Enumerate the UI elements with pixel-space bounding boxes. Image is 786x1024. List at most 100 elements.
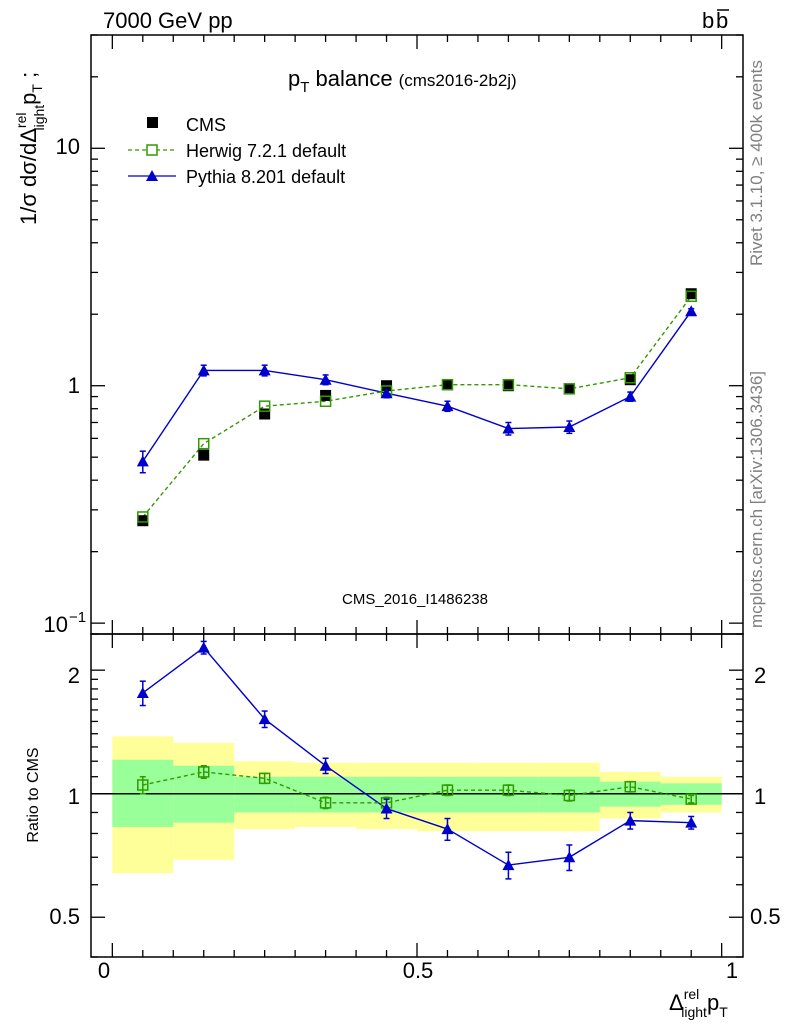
ratio-plot-content	[91, 640, 743, 880]
herwig-line	[142, 295, 692, 518]
ratio-pythia-point-9	[685, 816, 698, 828]
process-label-bbar: b	[716, 8, 728, 33]
ratio-herwig-point-6	[502, 784, 515, 796]
herwig-point-2	[258, 400, 271, 412]
pythia-point-6	[502, 422, 515, 434]
ratio-pythia-point-4	[380, 802, 393, 814]
herwig-point-8	[624, 372, 637, 384]
ratio-ytick-label-0.5-right: 0.5	[750, 904, 781, 929]
herwig-point-7	[563, 383, 576, 395]
ratio-herwig-point-1	[197, 766, 210, 778]
herwig-point-5	[441, 378, 454, 391]
legend-herwig-label: Herwig 7.2.1 default	[186, 141, 346, 161]
ratio-pythia-point-6	[502, 859, 515, 871]
xtick-label-0: 0	[98, 958, 110, 983]
pythia-point-7	[563, 421, 576, 433]
pythia-point-1	[197, 364, 210, 376]
herwig-point-0	[137, 511, 149, 523]
process-label-b: b	[702, 8, 714, 33]
pythia-point-5	[441, 400, 454, 412]
ratio-ytick-label-1-right: 1	[754, 784, 766, 809]
ratio-herwig-point-8	[624, 780, 637, 793]
cms-point-2	[259, 408, 271, 420]
pythia-line	[142, 310, 692, 462]
cms-point-7	[563, 383, 575, 395]
title-tag: (cms2016-2b2j)	[399, 71, 517, 90]
main-plot-content	[136, 288, 698, 527]
cms-point-1	[198, 449, 210, 461]
pythia-point-0	[136, 455, 149, 467]
ratio-ytick-label-0.5: 0.5	[49, 904, 80, 929]
herwig-point-9	[685, 290, 697, 303]
xtick-label-0.5: 0.5	[403, 958, 434, 983]
xlabel-delta: Δ	[669, 990, 684, 1015]
legend-herwig-marker	[146, 144, 158, 156]
ratio-ylabel: Ratio to CMS	[25, 747, 42, 842]
main-panel: pT balance (cms2016-2b2j) CMS_2016_I14862…	[13, 34, 744, 637]
ratio-herwig-point-7	[563, 789, 576, 802]
xtick-label-1: 1	[726, 958, 738, 983]
ratio-pythia-point-1	[197, 641, 210, 653]
exp-base: 10	[44, 612, 68, 637]
pythia-point-2	[258, 364, 271, 376]
ratio-pythia-point-5	[441, 823, 454, 835]
cms-point-8	[624, 374, 636, 386]
cms-point-9	[685, 288, 697, 300]
ratio-pythia-point-2	[258, 713, 271, 725]
legend: CMS Herwig 7.2.1 default Pythia 8.201 de…	[128, 115, 346, 187]
herwig-point-6	[502, 378, 515, 391]
ylabel-part-1: 1/σ dσ/dΔ	[16, 128, 41, 225]
cms-point-0	[137, 515, 149, 527]
ratio-herwig-point-0	[137, 779, 149, 791]
main-axis-ticks	[91, 34, 743, 635]
main-ytick-label-0.1-exp: −1	[69, 609, 86, 626]
xlabel-p: p	[707, 990, 719, 1015]
pythia-point-9	[685, 305, 698, 317]
main-panel-title: pT balance (cms2016-2b2j)	[288, 66, 517, 96]
pythia-point-4	[380, 387, 393, 399]
legend-entry-cms: CMS	[147, 115, 226, 135]
watermark: CMS_2016_I1486238	[342, 591, 488, 608]
rivet-label: Rivet 3.1.10, ≥ 400k events	[747, 60, 766, 266]
cms-point-6	[502, 380, 514, 392]
ratio-panel: 0.5 1 2 0.5 1 2 Ratio to CMS	[25, 633, 781, 958]
ylabel-part-sup: rel	[13, 113, 29, 129]
ratio-pythia-point-7	[563, 851, 576, 863]
legend-pythia-marker	[146, 170, 158, 181]
ratio-axis-ticks	[91, 634, 743, 958]
ratio-herwig-point-2	[258, 772, 271, 785]
xlabel-t: T	[719, 1004, 728, 1020]
ratio-ytick-label-2: 2	[68, 663, 80, 688]
ylabel-part-p: p	[16, 93, 41, 105]
ratio-ytick-label-1: 1	[68, 784, 80, 809]
title-p: p	[288, 66, 300, 91]
process-label: b b	[702, 8, 729, 33]
main-ytick-label-10: 10	[56, 134, 80, 159]
legend-cms-marker	[147, 117, 158, 128]
legend-entry-pythia: Pythia 8.201 default	[128, 167, 345, 187]
title-balance: balance	[309, 66, 392, 91]
main-ylabel: 1/σ dσ/dΔrel lightpT ;	[13, 72, 47, 225]
ratio-pythia-line	[142, 646, 692, 866]
ratio-ytick-label-2-right: 2	[754, 663, 766, 688]
xlabel-rel: rel	[684, 986, 700, 1002]
herwig-point-3	[319, 395, 332, 408]
main-ytick-label-0.1: 10	[44, 612, 68, 637]
energy-label: 7000 GeV pp	[103, 8, 233, 33]
x-axis-label: Δrel lightpT	[669, 986, 728, 1020]
ratio-herwig-point-3	[319, 797, 332, 809]
ylabel-part-t: T	[29, 84, 45, 93]
main-ytick-label-1: 1	[68, 373, 80, 398]
ylabel-part-end: ;	[16, 72, 41, 84]
ratio-pythia-point-3	[319, 759, 332, 771]
ratio-herwig-point-5	[441, 784, 454, 796]
ratio-pythia-point-8	[624, 814, 637, 826]
ratio-herwig-point-9	[685, 793, 697, 805]
legend-pythia-label: Pythia 8.201 default	[186, 167, 345, 187]
pythia-point-3	[319, 373, 332, 385]
cms-point-3	[320, 389, 332, 401]
ylabel-part-sub: light	[31, 105, 47, 131]
legend-cms-label: CMS	[186, 115, 226, 135]
pythia-point-8	[624, 390, 637, 402]
